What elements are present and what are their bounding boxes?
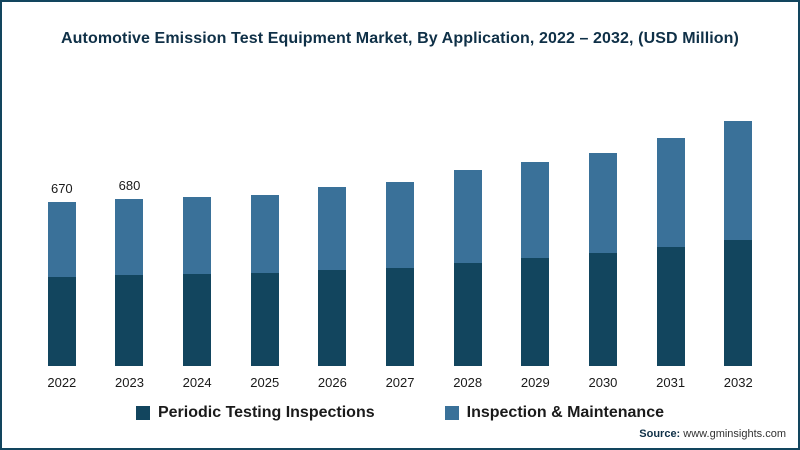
x-axis-label: 2027 xyxy=(385,375,415,390)
stacked-bar xyxy=(250,195,279,366)
bar-column: 2032 xyxy=(704,100,772,390)
bar-column: 2029 xyxy=(501,141,569,390)
x-axis-label: 2024 xyxy=(182,375,212,390)
source-site: www.gminsights.com xyxy=(680,428,786,440)
source-label: Source: xyxy=(639,428,681,440)
bar-segment-inspection-maintenance xyxy=(250,195,279,273)
legend-item: Inspection & Maintenance xyxy=(444,404,664,422)
x-axis-label: 2023 xyxy=(115,375,144,390)
stacked-bar xyxy=(588,153,617,366)
data-label: 670 xyxy=(50,181,73,196)
x-axis-label: 2028 xyxy=(453,375,483,390)
stacked-bar xyxy=(47,202,76,366)
bar-segment-inspection-maintenance xyxy=(47,202,76,277)
bar-segment-inspection-maintenance xyxy=(521,162,550,258)
bar-segment-inspection-maintenance xyxy=(453,170,482,263)
stacked-bar xyxy=(183,197,212,366)
bar-column: 2026 xyxy=(299,166,367,390)
bar-segment-periodic-testing xyxy=(115,275,144,366)
x-axis-label: 2026 xyxy=(317,375,347,390)
stacked-bar xyxy=(724,121,753,366)
legend-label: Periodic Testing Inspections xyxy=(157,404,375,421)
bar-segment-inspection-maintenance xyxy=(656,138,685,247)
bar-segment-periodic-testing xyxy=(724,240,753,366)
bar-segment-inspection-maintenance xyxy=(588,153,617,253)
stacked-bar xyxy=(318,187,347,366)
bar-column: 680 2023 xyxy=(96,178,164,390)
bar-segment-periodic-testing xyxy=(250,273,279,366)
bar-segment-periodic-testing xyxy=(588,253,617,366)
legend-swatch xyxy=(135,406,150,420)
bar-column: 2024 xyxy=(163,176,231,390)
legend-swatch xyxy=(444,406,459,420)
bar-segment-periodic-testing xyxy=(453,263,482,366)
x-axis-label: 2031 xyxy=(656,375,686,390)
stacked-bar xyxy=(115,199,144,366)
bar-segment-periodic-testing xyxy=(656,247,685,366)
stacked-bar xyxy=(521,162,550,366)
x-axis-label: 2032 xyxy=(723,375,753,390)
bar-column: 2025 xyxy=(231,174,299,390)
bar-column: 2030 xyxy=(569,132,637,390)
legend-item: Periodic Testing Inspections xyxy=(135,404,375,422)
stacked-bar xyxy=(656,138,685,366)
bar-segment-periodic-testing xyxy=(183,274,212,366)
bar-segment-periodic-testing xyxy=(318,270,347,366)
source-text: Source: www.gminsights.com xyxy=(639,428,786,440)
bar-column: 670 2022 xyxy=(28,181,96,390)
bar-column: 2028 xyxy=(434,149,502,390)
x-axis-label: 2030 xyxy=(588,375,618,390)
bar-segment-inspection-maintenance xyxy=(724,121,753,240)
bar-column: 2027 xyxy=(366,161,434,390)
x-axis-label: 2022 xyxy=(47,375,77,390)
bar-columns: 670 2022 680 2023 2024 2025 2026 2027 2028 2029 20… xyxy=(28,100,772,390)
bar-segment-inspection-maintenance xyxy=(318,187,347,270)
data-label: 680 xyxy=(118,178,141,193)
chart-title: Automotive Emission Test Equipment Marke… xyxy=(61,30,739,47)
bar-segment-periodic-testing xyxy=(47,277,76,366)
legend: Periodic Testing Inspections Inspection &… xyxy=(2,404,798,422)
bar-segment-periodic-testing xyxy=(386,268,415,366)
bar-column: 2031 xyxy=(637,117,705,390)
stacked-bar xyxy=(386,182,415,366)
bar-segment-inspection-maintenance xyxy=(386,182,415,268)
bar-segment-periodic-testing xyxy=(521,258,550,366)
legend-label: Inspection & Maintenance xyxy=(466,404,664,421)
x-axis-label: 2025 xyxy=(250,375,280,390)
bar-segment-inspection-maintenance xyxy=(115,199,144,275)
x-axis-label: 2029 xyxy=(520,375,550,390)
bar-segment-inspection-maintenance xyxy=(183,197,212,274)
plot-area: 670 2022 680 2023 2024 2025 2026 2027 2028 2029 20… xyxy=(2,54,798,390)
stacked-bar xyxy=(453,170,482,366)
